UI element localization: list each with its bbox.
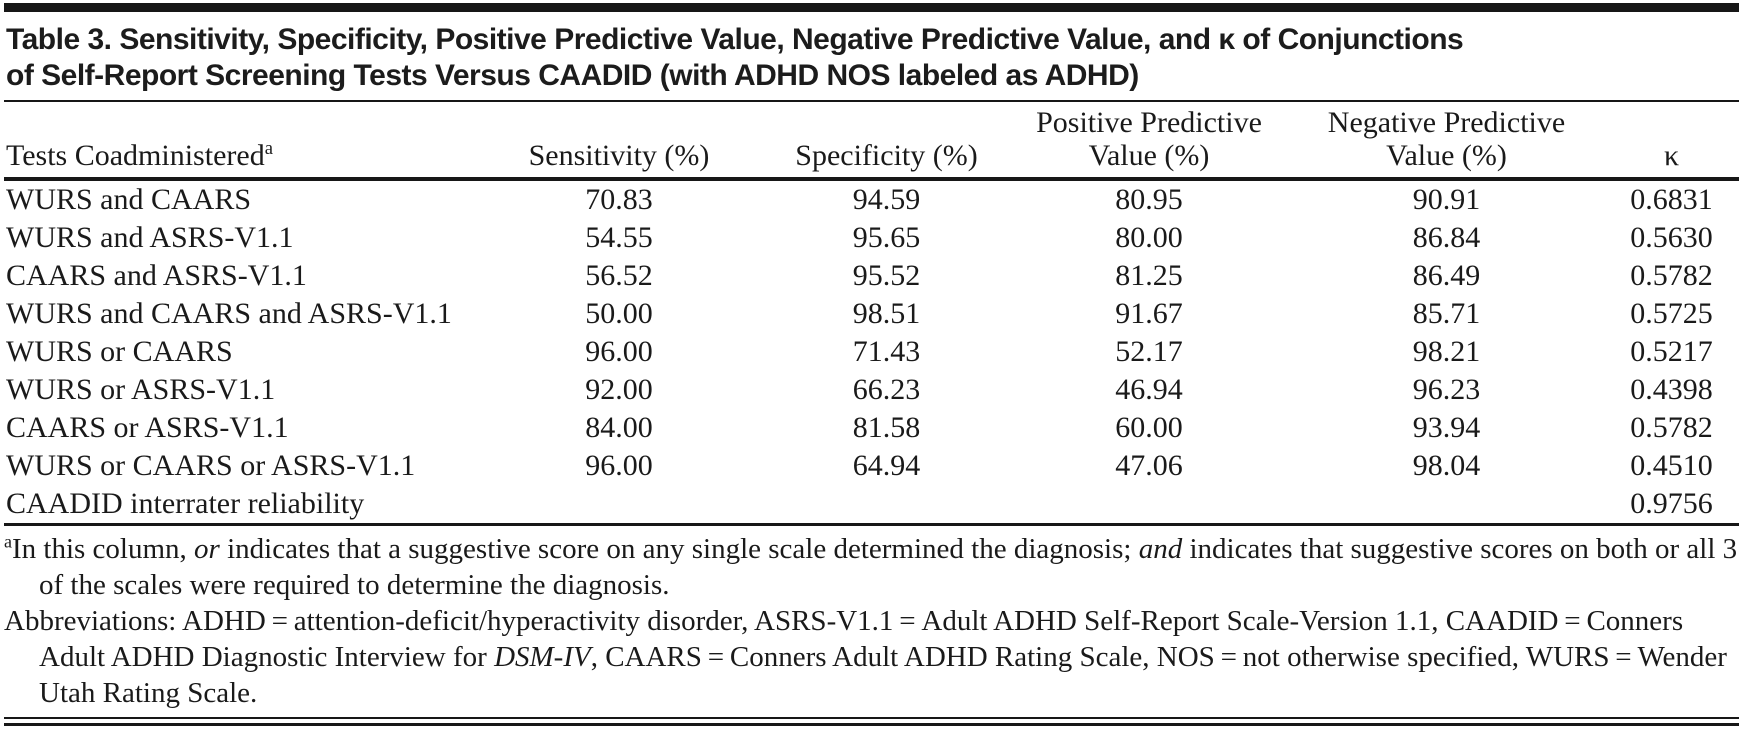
table-cell <box>764 485 1009 526</box>
table-cell: 46.94 <box>1115 373 1183 406</box>
table-cell: 0.5782 <box>1630 259 1713 292</box>
table-row: WURS or ASRS-V1.1 92.00 66.23 46.94 96.23 0.4… <box>4 371 1739 409</box>
top-rule-bar <box>4 3 1739 12</box>
header-superscript: a <box>264 138 273 159</box>
table-cell: WURS and CAARS <box>6 183 252 216</box>
table-cell <box>1009 485 1289 526</box>
table-cell: 81.58 <box>852 411 921 444</box>
table-figure: Table 3. Sensitivity, Specificity, Posit… <box>0 3 1743 726</box>
table-cell: 98.51 <box>852 297 921 330</box>
table-cell: 0.5217 <box>1630 335 1713 368</box>
footnote-abbreviations: Abbreviations: ADHD = attention-deficit/… <box>4 603 1739 711</box>
abbreviations-italic-dsm-iv: DSM-IV <box>494 641 591 673</box>
table-cell: 95.52 <box>852 259 921 292</box>
footnotes-section: aIn this column, or indicates that a sug… <box>4 531 1739 711</box>
table-cell: WURS or ASRS-V1.1 <box>6 373 276 406</box>
table-cell <box>474 485 764 526</box>
table-header: Tests Coadministereda Sensitivity (%) Spec… <box>4 102 1739 181</box>
column-header-sensitivity: Sensitivity (%) <box>474 102 764 181</box>
table-title: Table 3. Sensitivity, Specificity, Posit… <box>4 12 1739 102</box>
table-cell: 60.00 <box>1115 411 1183 444</box>
table-cell: 86.49 <box>1412 259 1481 292</box>
table-cell: WURS or CAARS <box>6 335 233 368</box>
table-cell: 0.5782 <box>1630 411 1713 444</box>
table-row: CAARS or ASRS-V1.1 84.00 81.58 60.00 93.94 0.… <box>4 409 1739 447</box>
table-cell: 92.00 <box>585 373 653 406</box>
table-title-line-1: Table 3. Sensitivity, Specificity, Posit… <box>6 23 1464 56</box>
table-cell: 0.6831 <box>1630 183 1713 216</box>
column-header-ppv: Positive Predictive Value (%) <box>1009 102 1289 181</box>
table-cell: 54.55 <box>585 221 653 254</box>
table-cell: 0.5630 <box>1630 221 1713 254</box>
table-cell: 64.94 <box>852 449 921 482</box>
column-header-npv: Negative Predictive Value (%) <box>1289 102 1604 181</box>
table-cell: 96.00 <box>585 449 653 482</box>
table-cell: 0.5725 <box>1630 297 1713 330</box>
table-row: WURS and CAARS 70.83 94.59 80.95 90.91 0.6831 <box>4 179 1739 219</box>
table-cell: CAADID interrater reliability <box>4 485 474 526</box>
table-cell: 70.83 <box>585 183 653 216</box>
bottom-double-rule <box>4 717 1739 726</box>
table-cell: WURS and ASRS-V1.1 <box>6 221 294 254</box>
table-cell: 85.71 <box>1412 297 1481 330</box>
footnote-a: aIn this column, or indicates that a sug… <box>4 531 1739 603</box>
header-row: Tests Coadministereda Sensitivity (%) Spec… <box>4 102 1739 181</box>
footnote-a-italic-and: and <box>1138 533 1183 565</box>
table-row: WURS and CAARS and ASRS-V1.1 50.00 98.51 91… <box>4 295 1739 333</box>
footnote-a-italic-or: or <box>194 533 220 565</box>
table-cell <box>1289 485 1604 526</box>
table-cell: 96.00 <box>585 335 653 368</box>
table-title-line-2: of Self-Report Screening Tests Versus CA… <box>6 59 1139 92</box>
table-cell: 90.91 <box>1412 183 1481 216</box>
table-cell: 71.43 <box>852 335 921 368</box>
table-cell: WURS and CAARS and ASRS-V1.1 <box>6 297 452 330</box>
footnote-a-marker: a <box>4 531 12 552</box>
table-cell: WURS or CAARS or ASRS-V1.1 <box>6 449 416 482</box>
abbreviations-text: Abbreviations: ADHD = attention-deficit/… <box>4 605 1684 673</box>
table-cell: 52.17 <box>1115 335 1183 368</box>
table-cell: 84.00 <box>585 411 653 444</box>
table-cell: 0.4510 <box>1630 449 1713 482</box>
table-cell: 50.00 <box>585 297 653 330</box>
table-row: CAARS and ASRS-V1.1 56.52 95.52 81.25 86.49 0… <box>4 257 1739 295</box>
table-cell: CAARS or ASRS-V1.1 <box>6 411 289 444</box>
table-cell: 0.9756 <box>1604 485 1739 526</box>
table-cell: 98.04 <box>1412 449 1481 482</box>
abbreviations-text: , CAARS = Conners Adult ADHD Rating Scal… <box>39 641 1727 709</box>
table-row: WURS and ASRS-V1.1 54.55 95.65 80.00 86.84 0.… <box>4 219 1739 257</box>
column-header-kappa: κ <box>1604 102 1739 181</box>
column-header-specificity: Specificity (%) <box>764 102 1009 181</box>
footnote-a-text: indicates that suggestive scores on both… <box>39 533 1738 601</box>
table-cell: 47.06 <box>1115 449 1183 482</box>
table-cell: 66.23 <box>852 373 921 406</box>
table-row: WURS or CAARS 96.00 71.43 52.17 98.21 0.5217 <box>4 333 1739 371</box>
table-cell: 91.67 <box>1115 297 1183 330</box>
table-cell: 95.65 <box>852 221 921 254</box>
footnote-a-text: In this column, <box>11 533 195 565</box>
table-row: CAADID interrater reliability 0.9756 <box>4 485 1739 526</box>
table-cell: 80.95 <box>1115 183 1183 216</box>
table-row: WURS or CAARS or ASRS-V1.1 96.00 64.94 47.0… <box>4 447 1739 485</box>
table-cell: 96.23 <box>1412 373 1481 406</box>
footnote-a-text: indicates that a suggestive score on any… <box>219 533 1139 565</box>
table-cell: CAARS and ASRS-V1.1 <box>6 259 307 292</box>
column-header-tests: Tests Coadministereda <box>4 102 474 181</box>
table-cell: 56.52 <box>585 259 653 292</box>
table-cell: 98.21 <box>1412 335 1481 368</box>
table-cell: 0.4398 <box>1630 373 1713 406</box>
table-cell: 94.59 <box>852 183 921 216</box>
table-cell: 80.00 <box>1115 221 1183 254</box>
table-cell: 81.25 <box>1115 259 1183 292</box>
table-cell: 86.84 <box>1412 221 1481 254</box>
table-body: WURS and CAARS 70.83 94.59 80.95 90.91 0.6831… <box>4 179 1739 526</box>
table-cell: 93.94 <box>1412 411 1481 444</box>
results-table: Tests Coadministereda Sensitivity (%) Spec… <box>4 102 1739 526</box>
